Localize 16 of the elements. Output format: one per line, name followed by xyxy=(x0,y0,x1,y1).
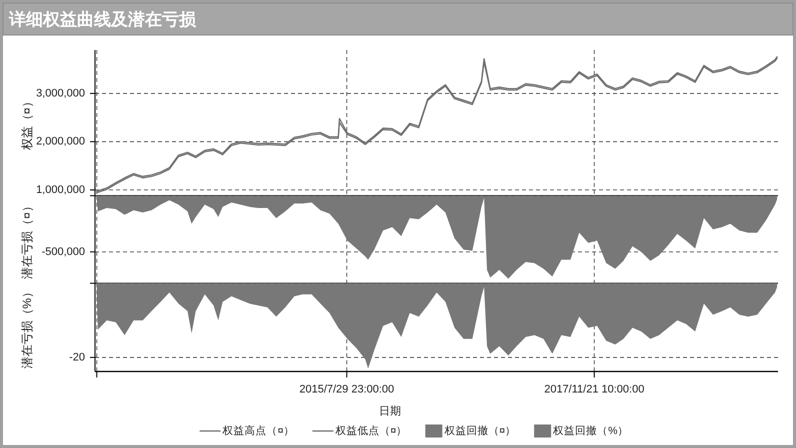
x-tick-label: 2015/7/29 23:00:00 xyxy=(299,384,394,396)
y-axis-title: 潜在亏损（%） xyxy=(20,286,34,369)
y-tick-label: 2,000,000 xyxy=(36,136,85,148)
legend-label: 权益低点（¤） xyxy=(334,424,408,437)
y-tick-label: -500,000 xyxy=(42,246,85,258)
y-axis-title: 潜在亏损（¤） xyxy=(20,200,34,279)
x-tick-label: 2017/11/21 10:00:00 xyxy=(544,384,644,396)
y-tick-label: 1,000,000 xyxy=(36,184,85,196)
chart-title: 详细权益曲线及潜在亏损 xyxy=(8,10,197,29)
legend-label: 权益回撤（¤） xyxy=(443,424,516,437)
y-axis-title: 权益（¤） xyxy=(20,96,34,152)
y-tick-label: -20 xyxy=(69,351,85,364)
text: 权益回撤（%） xyxy=(553,425,628,437)
legend-label: 权益高点（¤） xyxy=(222,424,294,437)
x-axis-title: 日期 xyxy=(379,406,401,418)
y-tick-label: 3,000,000 xyxy=(36,87,85,100)
